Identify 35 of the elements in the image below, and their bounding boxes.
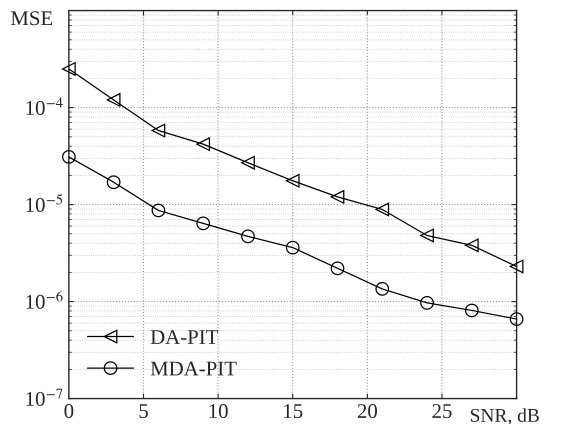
- point: [62, 150, 76, 164]
- y-tick-label: 10$^{−7}$: [26, 388, 62, 406]
- x-tick-label: 15: [284, 404, 302, 418]
- x-tick-label: 0: [64, 404, 74, 418]
- x-tick-label: 25: [432, 404, 452, 418]
- point: [286, 240, 300, 254]
- point: [330, 261, 344, 276]
- point: [286, 174, 300, 188]
- point: [152, 204, 166, 218]
- y-tick-label: 10$^{−5}$: [26, 194, 62, 212]
- y-tick-label: 10$^{−4}$: [26, 98, 63, 115]
- point: [420, 228, 434, 242]
- point: [464, 238, 479, 252]
- point: [510, 260, 524, 274]
- legend-label: MDA-PIT: [150, 362, 237, 376]
- point: [375, 282, 390, 296]
- point: [241, 230, 255, 244]
- x-tick-label: 5: [140, 404, 148, 418]
- point: [152, 124, 166, 138]
- y-axis-title: MSE: [10, 11, 52, 26]
- point: [196, 137, 210, 152]
- x-tick-label: 10: [210, 404, 228, 418]
- point: [510, 312, 524, 326]
- point: [464, 304, 479, 318]
- point: [196, 216, 210, 230]
- point: [330, 190, 344, 204]
- point: [241, 156, 255, 170]
- point: [106, 93, 121, 107]
- x-tick-label: 20: [358, 404, 377, 418]
- point: [106, 175, 121, 190]
- y-tick-label: 10$^{−6}$: [26, 291, 63, 309]
- point: [375, 202, 390, 216]
- point: [62, 62, 76, 76]
- point: [420, 296, 434, 310]
- legend-label: DA-PIT: [150, 330, 218, 344]
